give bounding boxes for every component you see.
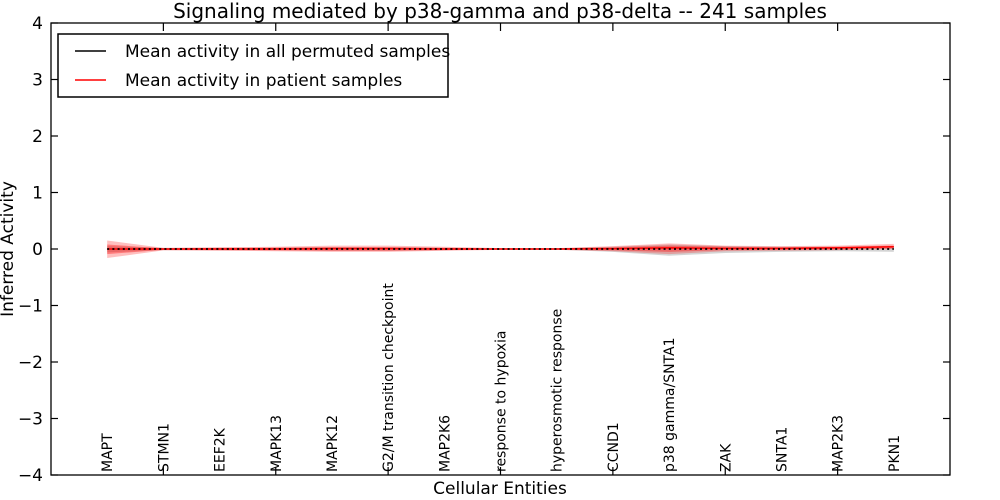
y-tick-label: −1	[18, 297, 43, 317]
x-category-label: CCND1	[606, 422, 622, 472]
x-category-label: G2/M transition checkpoint	[381, 283, 397, 472]
y-tick-label: 1	[32, 184, 43, 204]
x-axis-label: Cellular Entities	[433, 479, 567, 499]
band-permuted-samples	[107, 244, 894, 256]
y-tick-label: 4	[32, 14, 43, 34]
x-category-label: hyperosmotic response	[550, 309, 566, 472]
x-category-label: response to hypoxia	[494, 331, 510, 472]
y-tick-label: −4	[18, 466, 43, 486]
y-tick-label: −3	[18, 410, 43, 430]
tick-layer: −4 −3 −2 −1 0 1 2 3 4 MAPT STMN1 EEF2K MAPK13 MAPK12 G…	[18, 14, 950, 486]
x-category-label: SNTA1	[774, 427, 790, 472]
y-tick-label: −2	[18, 353, 43, 373]
x-category-label: PKN1	[887, 435, 903, 472]
legend-label-permuted: Mean activity in all permuted samples	[125, 42, 450, 62]
x-category-label: MAPK13	[269, 415, 285, 472]
x-category-label: MAP2K3	[831, 415, 847, 472]
x-category-label: ZAK	[718, 443, 734, 472]
plot-layer	[107, 240, 894, 259]
x-category-label: MAPT	[100, 433, 116, 472]
y-tick-label: 2	[32, 127, 43, 147]
chart-title: Signaling mediated by p38-gamma and p38-…	[173, 0, 827, 23]
x-category-label: p38 gamma/SNTA1	[662, 338, 678, 473]
y-tick-label: 0	[32, 240, 43, 260]
y-axis-label: Inferred Activity	[0, 181, 18, 317]
x-category-label: EEF2K	[213, 427, 229, 472]
y-tick-label: 3	[32, 71, 43, 91]
legend: Mean activity in all permuted samples Me…	[57, 33, 450, 98]
legend-label-patient: Mean activity in patient samples	[125, 71, 402, 91]
legend-box	[57, 33, 449, 98]
x-category-label: MAPK12	[325, 415, 341, 472]
x-category-label: STMN1	[156, 423, 172, 472]
x-category-label: MAP2K6	[437, 415, 453, 472]
